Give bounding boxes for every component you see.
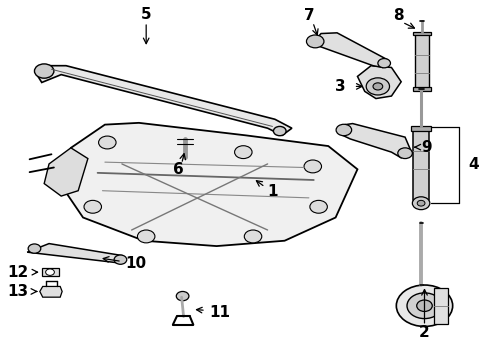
Circle shape bbox=[310, 201, 327, 213]
Text: 6: 6 bbox=[173, 162, 184, 177]
Text: 12: 12 bbox=[7, 265, 28, 280]
Text: 2: 2 bbox=[419, 325, 430, 341]
Circle shape bbox=[34, 64, 54, 78]
Text: 7: 7 bbox=[304, 8, 314, 23]
Circle shape bbox=[306, 35, 324, 48]
Circle shape bbox=[137, 230, 155, 243]
Circle shape bbox=[245, 230, 262, 243]
Bar bbox=[414, 32, 431, 35]
Polygon shape bbox=[27, 244, 123, 263]
Bar bbox=[434, 288, 448, 324]
Bar bbox=[42, 267, 59, 276]
Circle shape bbox=[396, 285, 453, 327]
Circle shape bbox=[28, 244, 41, 253]
Circle shape bbox=[373, 83, 383, 90]
Circle shape bbox=[416, 300, 432, 311]
Circle shape bbox=[407, 293, 442, 319]
Circle shape bbox=[366, 78, 390, 95]
Polygon shape bbox=[37, 66, 292, 135]
Text: 5: 5 bbox=[141, 8, 151, 22]
Polygon shape bbox=[59, 123, 358, 246]
Circle shape bbox=[84, 201, 101, 213]
Text: 8: 8 bbox=[393, 8, 404, 23]
Text: 11: 11 bbox=[209, 305, 230, 320]
Bar bbox=[414, 128, 429, 200]
Polygon shape bbox=[358, 66, 401, 99]
Polygon shape bbox=[341, 123, 411, 158]
Bar bbox=[415, 33, 429, 89]
Circle shape bbox=[336, 124, 352, 136]
Circle shape bbox=[176, 292, 189, 301]
Circle shape bbox=[46, 269, 54, 275]
Text: 9: 9 bbox=[421, 140, 432, 155]
Text: 4: 4 bbox=[468, 157, 479, 172]
Circle shape bbox=[235, 146, 252, 158]
Bar bbox=[414, 87, 431, 91]
Circle shape bbox=[114, 255, 127, 264]
Bar bbox=[411, 126, 431, 131]
Circle shape bbox=[378, 59, 391, 68]
Circle shape bbox=[304, 160, 321, 173]
Text: 10: 10 bbox=[125, 256, 147, 271]
Polygon shape bbox=[311, 33, 387, 67]
Polygon shape bbox=[40, 287, 62, 297]
Text: 13: 13 bbox=[7, 284, 28, 299]
Text: 1: 1 bbox=[268, 184, 278, 199]
Circle shape bbox=[398, 148, 413, 158]
Circle shape bbox=[273, 126, 286, 136]
Text: 3: 3 bbox=[335, 79, 346, 94]
Bar bbox=[177, 139, 193, 144]
Bar bbox=[179, 154, 190, 160]
Circle shape bbox=[417, 201, 425, 206]
Circle shape bbox=[413, 197, 430, 210]
Circle shape bbox=[98, 136, 116, 149]
Polygon shape bbox=[44, 148, 88, 196]
